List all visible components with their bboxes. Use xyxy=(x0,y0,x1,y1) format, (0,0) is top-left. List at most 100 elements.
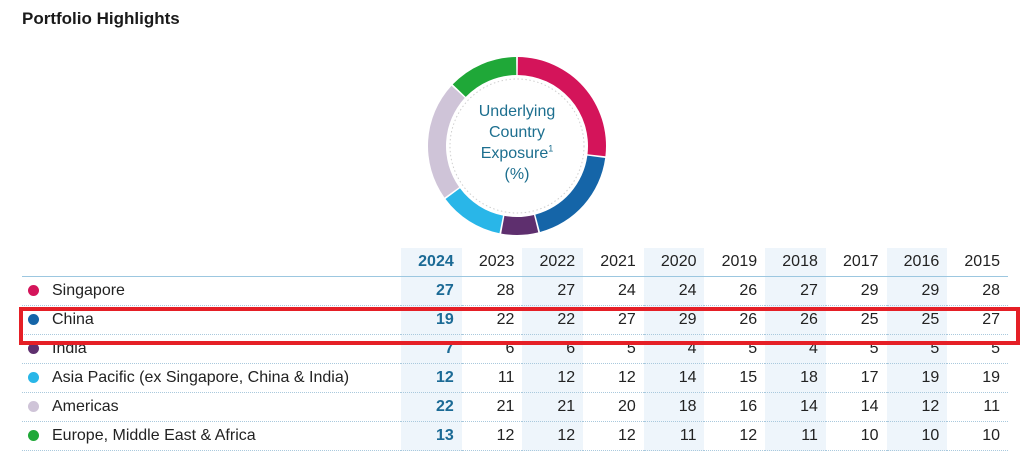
cell-singapore-2022: 27 xyxy=(522,276,584,306)
slice-americas xyxy=(428,85,465,198)
cell-asia-pacific-ex-singapore-china-india-2021: 12 xyxy=(583,363,644,393)
cell-china-2016: 25 xyxy=(886,305,948,335)
cell-europe-middle-east-africa-2024: 13 xyxy=(401,421,462,451)
cell-india-2016: 5 xyxy=(886,334,948,364)
cell-india-2015: 5 xyxy=(947,334,1008,364)
row-label: India xyxy=(22,334,402,364)
year-header-2016: 2016 xyxy=(886,248,948,277)
cell-singapore-2020: 24 xyxy=(643,276,705,306)
year-header-2022: 2022 xyxy=(522,248,584,277)
cell-americas-2017: 14 xyxy=(825,392,887,422)
cell-singapore-2015: 28 xyxy=(947,276,1008,306)
header-blank xyxy=(22,248,402,277)
cell-europe-middle-east-africa-2018: 11 xyxy=(765,421,826,451)
donut-center-label: Underlying Country Exposure1 (%) xyxy=(462,101,572,185)
cell-singapore-2018: 27 xyxy=(765,276,826,306)
cell-singapore-2021: 24 xyxy=(583,276,644,306)
slice-india xyxy=(501,214,539,236)
cell-europe-middle-east-africa-2017: 10 xyxy=(825,421,887,451)
legend-dot-icon xyxy=(28,343,39,354)
year-header-2021: 2021 xyxy=(583,248,644,277)
legend-dot-icon xyxy=(28,401,39,412)
cell-india-2022: 6 xyxy=(522,334,584,364)
cell-asia-pacific-ex-singapore-china-india-2020: 14 xyxy=(643,363,705,393)
row-label: Europe, Middle East & Africa xyxy=(22,421,402,451)
donut-inner-dotted-ring xyxy=(449,78,585,214)
cell-asia-pacific-ex-singapore-china-india-2019: 15 xyxy=(704,363,766,393)
row-label-text: Americas xyxy=(52,398,119,415)
cell-americas-2023: 21 xyxy=(461,392,523,422)
cell-india-2018: 4 xyxy=(765,334,826,364)
cell-china-2024: 19 xyxy=(401,305,462,335)
row-label-text: Asia Pacific (ex Singapore, China & Indi… xyxy=(52,369,350,386)
row-label: Americas xyxy=(22,392,402,422)
table-row-india: India 7 6 6 5 4 5 4 5 5 5 xyxy=(22,334,1008,364)
year-header-row: 2024 2023 2022 2021 2020 2019 2018 2017 2016 2015 xyxy=(22,248,1008,277)
legend-dot-icon xyxy=(28,430,39,441)
slice-singapore xyxy=(517,57,606,157)
cell-asia-pacific-ex-singapore-china-india-2018: 18 xyxy=(765,363,826,393)
cell-americas-2020: 18 xyxy=(643,392,705,422)
cell-singapore-2017: 29 xyxy=(825,276,887,306)
slice-europe-middle-east-africa xyxy=(452,57,517,97)
year-header-2019: 2019 xyxy=(704,248,766,277)
cell-china-2020: 29 xyxy=(643,305,705,335)
cell-americas-2022: 21 xyxy=(522,392,584,422)
year-header-2015: 2015 xyxy=(947,248,1008,277)
legend-dot-icon xyxy=(28,372,39,383)
cell-americas-2021: 20 xyxy=(583,392,644,422)
cell-china-2015: 27 xyxy=(947,305,1008,335)
cell-china-2021: 27 xyxy=(583,305,644,335)
row-label: Asia Pacific (ex Singapore, China & Indi… xyxy=(22,363,402,393)
row-label: Singapore xyxy=(22,276,402,306)
cell-china-2017: 25 xyxy=(825,305,887,335)
cell-singapore-2019: 26 xyxy=(704,276,766,306)
table-row-singapore: Singapore 27 28 27 24 24 26 27 29 29 28 xyxy=(22,276,1008,306)
row-label-text: Europe, Middle East & Africa xyxy=(52,427,256,444)
donut-title: Underlying Country Exposure xyxy=(478,103,556,162)
table-row-americas: Americas 22 21 21 20 18 16 14 14 12 11 xyxy=(22,392,1008,422)
cell-china-2019: 26 xyxy=(704,305,766,335)
donut-chart: Underlying Country Exposure1 (%) xyxy=(424,56,610,236)
cell-asia-pacific-ex-singapore-china-india-2015: 19 xyxy=(947,363,1008,393)
cell-india-2019: 5 xyxy=(704,334,766,364)
donut-svg xyxy=(428,57,606,236)
year-header-2023: 2023 xyxy=(461,248,523,277)
year-header-2024: 2024 xyxy=(401,248,462,277)
cell-india-2020: 4 xyxy=(643,334,705,364)
table-row-europe-middle-east-africa: Europe, Middle East & Africa 13 12 12 12 11 12… xyxy=(22,421,1008,451)
legend-dot-icon xyxy=(28,314,39,325)
year-header-2020: 2020 xyxy=(643,248,705,277)
page-title: Portfolio Highlights xyxy=(22,9,180,28)
cell-asia-pacific-ex-singapore-china-india-2023: 11 xyxy=(461,363,523,393)
cell-asia-pacific-ex-singapore-china-india-2016: 19 xyxy=(886,363,948,393)
year-header-2018: 2018 xyxy=(765,248,826,277)
cell-singapore-2024: 27 xyxy=(401,276,462,306)
row-label-text: China xyxy=(52,311,94,328)
cell-europe-middle-east-africa-2021: 12 xyxy=(583,421,644,451)
cell-americas-2015: 11 xyxy=(947,392,1008,422)
slice-china xyxy=(535,155,606,232)
cell-europe-middle-east-africa-2023: 12 xyxy=(461,421,523,451)
row-label-text: Singapore xyxy=(52,282,125,299)
cell-india-2017: 5 xyxy=(825,334,887,364)
cell-china-2022: 22 xyxy=(522,305,584,335)
cell-singapore-2016: 29 xyxy=(886,276,948,306)
cell-europe-middle-east-africa-2020: 11 xyxy=(643,421,705,451)
donut-title-footnote: 1 xyxy=(548,143,554,154)
cell-americas-2024: 22 xyxy=(401,392,462,422)
cell-india-2021: 5 xyxy=(583,334,644,364)
cell-americas-2018: 14 xyxy=(765,392,826,422)
row-label: China xyxy=(22,305,402,335)
cell-india-2023: 6 xyxy=(461,334,523,364)
cell-americas-2016: 12 xyxy=(886,392,948,422)
row-label-text: India xyxy=(52,340,87,357)
donut-unit: (%) xyxy=(504,166,530,183)
cell-europe-middle-east-africa-2015: 10 xyxy=(947,421,1008,451)
exposure-table: 2024 2023 2022 2021 2020 2019 2018 2017 2016 2015… xyxy=(22,248,1008,451)
year-header-2017: 2017 xyxy=(825,248,887,277)
slice-asia-pacific-ex-singapore-china-india xyxy=(445,188,503,234)
cell-asia-pacific-ex-singapore-china-india-2022: 12 xyxy=(522,363,584,393)
cell-americas-2019: 16 xyxy=(704,392,766,422)
cell-asia-pacific-ex-singapore-china-india-2024: 12 xyxy=(401,363,462,393)
